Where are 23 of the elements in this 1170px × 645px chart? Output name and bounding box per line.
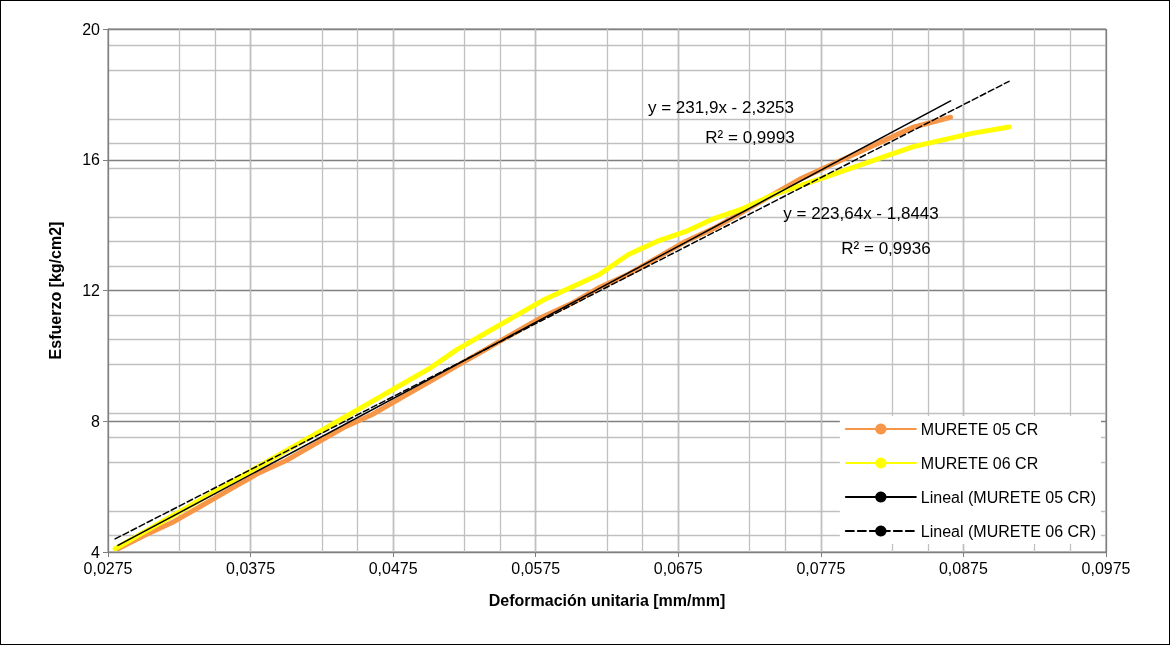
x-tick-label: 0,0275 xyxy=(83,559,133,577)
x-axis-title: Deformación unitaria [mm/mm] xyxy=(488,591,726,609)
y-tick-label: 20 xyxy=(82,20,101,38)
x-tick-label: 0,0775 xyxy=(796,559,846,577)
legend-label: Lineal (MURETE 06 CR) xyxy=(920,522,1096,540)
x-tick-label: 0,0975 xyxy=(1081,559,1131,577)
legend-label: Lineal (MURETE 05 CR) xyxy=(920,488,1096,506)
x-tick-label: 0,0375 xyxy=(226,559,276,577)
y-tick-label: 16 xyxy=(82,151,101,169)
x-tick-label: 0,0475 xyxy=(368,559,418,577)
annotation: y = 223,64x - 1,8443 xyxy=(783,203,939,223)
y-tick-label: 8 xyxy=(91,412,101,430)
x-tick-label: 0,0875 xyxy=(938,559,988,577)
legend-label: MURETE 05 CR xyxy=(920,420,1039,438)
annotation: y = 231,9x - 2,3253 xyxy=(647,97,795,117)
annotation: R² = 0,9936 xyxy=(841,238,931,258)
legend-label: MURETE 06 CR xyxy=(920,454,1039,472)
y-tick-label: 12 xyxy=(82,282,101,299)
y-axis-title: Esfuerzo [kg/cm2] xyxy=(46,221,64,360)
x-tick-label: 0,0575 xyxy=(511,559,561,577)
y-tick-label: 4 xyxy=(91,543,101,561)
x-tick-label: 0,0675 xyxy=(653,559,703,577)
annotation: R² = 0,9993 xyxy=(705,127,795,147)
